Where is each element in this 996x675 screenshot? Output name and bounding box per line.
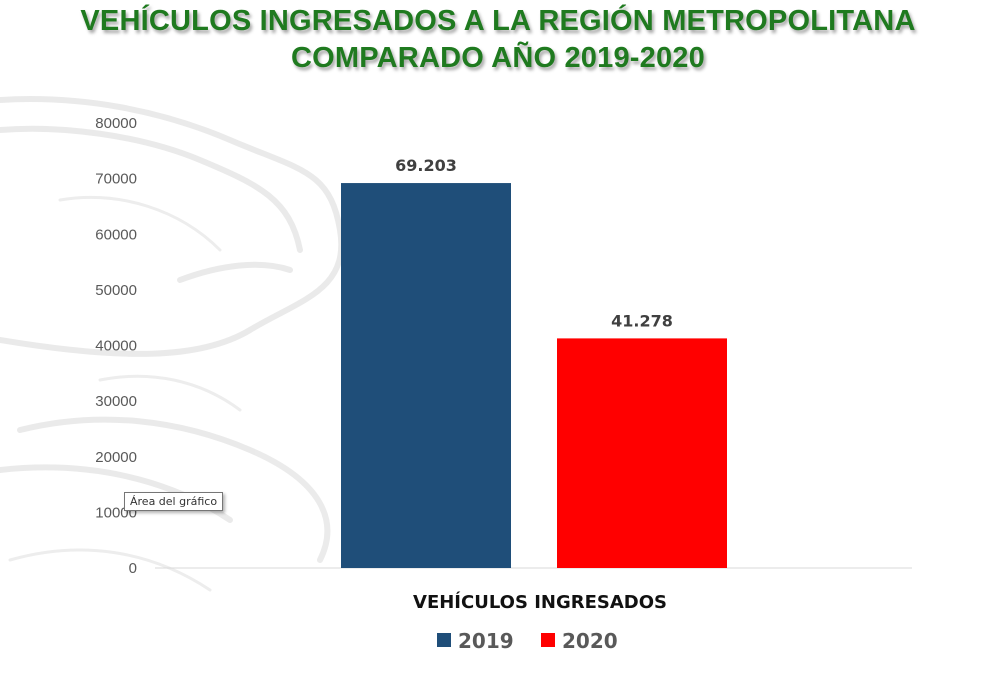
bar-2019[interactable] — [341, 183, 511, 568]
legend[interactable]: 2019 2020 — [437, 629, 618, 653]
y-tick-label: 30000 — [95, 393, 137, 410]
legend-item-2019[interactable]: 2019 — [437, 629, 514, 653]
y-tick-label: 50000 — [95, 282, 137, 299]
y-axis: 0100002000030000400005000060000700008000… — [95, 115, 137, 577]
legend-swatch-2019 — [437, 633, 451, 647]
chart-area-tooltip: Área del gráfico — [124, 492, 224, 511]
legend-label-2019: 2019 — [458, 629, 514, 653]
legend-item-2020[interactable]: 2020 — [541, 629, 618, 653]
bar-2020[interactable] — [557, 338, 727, 568]
y-tick-label: 20000 — [95, 449, 137, 466]
data-label-2019: 69.203 — [395, 156, 457, 175]
y-tick-label: 40000 — [95, 338, 137, 355]
legend-label-2020: 2020 — [562, 629, 618, 653]
x-axis-label: VEHÍCULOS INGRESADOS — [413, 591, 667, 613]
data-label-2020: 41.278 — [611, 311, 673, 330]
legend-swatch-2020 — [541, 633, 555, 647]
y-tick-label: 80000 — [95, 115, 137, 132]
chart-title-line-1: VEHÍCULOS INGRESADOS A LA REGIÓN METROPO… — [80, 5, 916, 37]
chart-title-line-2: COMPARADO AÑO 2019-2020 — [291, 42, 705, 74]
y-tick-label: 0 — [129, 560, 137, 577]
bars-group — [341, 183, 727, 568]
data-labels: 69.203 41.278 — [395, 156, 673, 330]
y-tick-label: 70000 — [95, 171, 137, 188]
y-tick-label: 60000 — [95, 226, 137, 243]
